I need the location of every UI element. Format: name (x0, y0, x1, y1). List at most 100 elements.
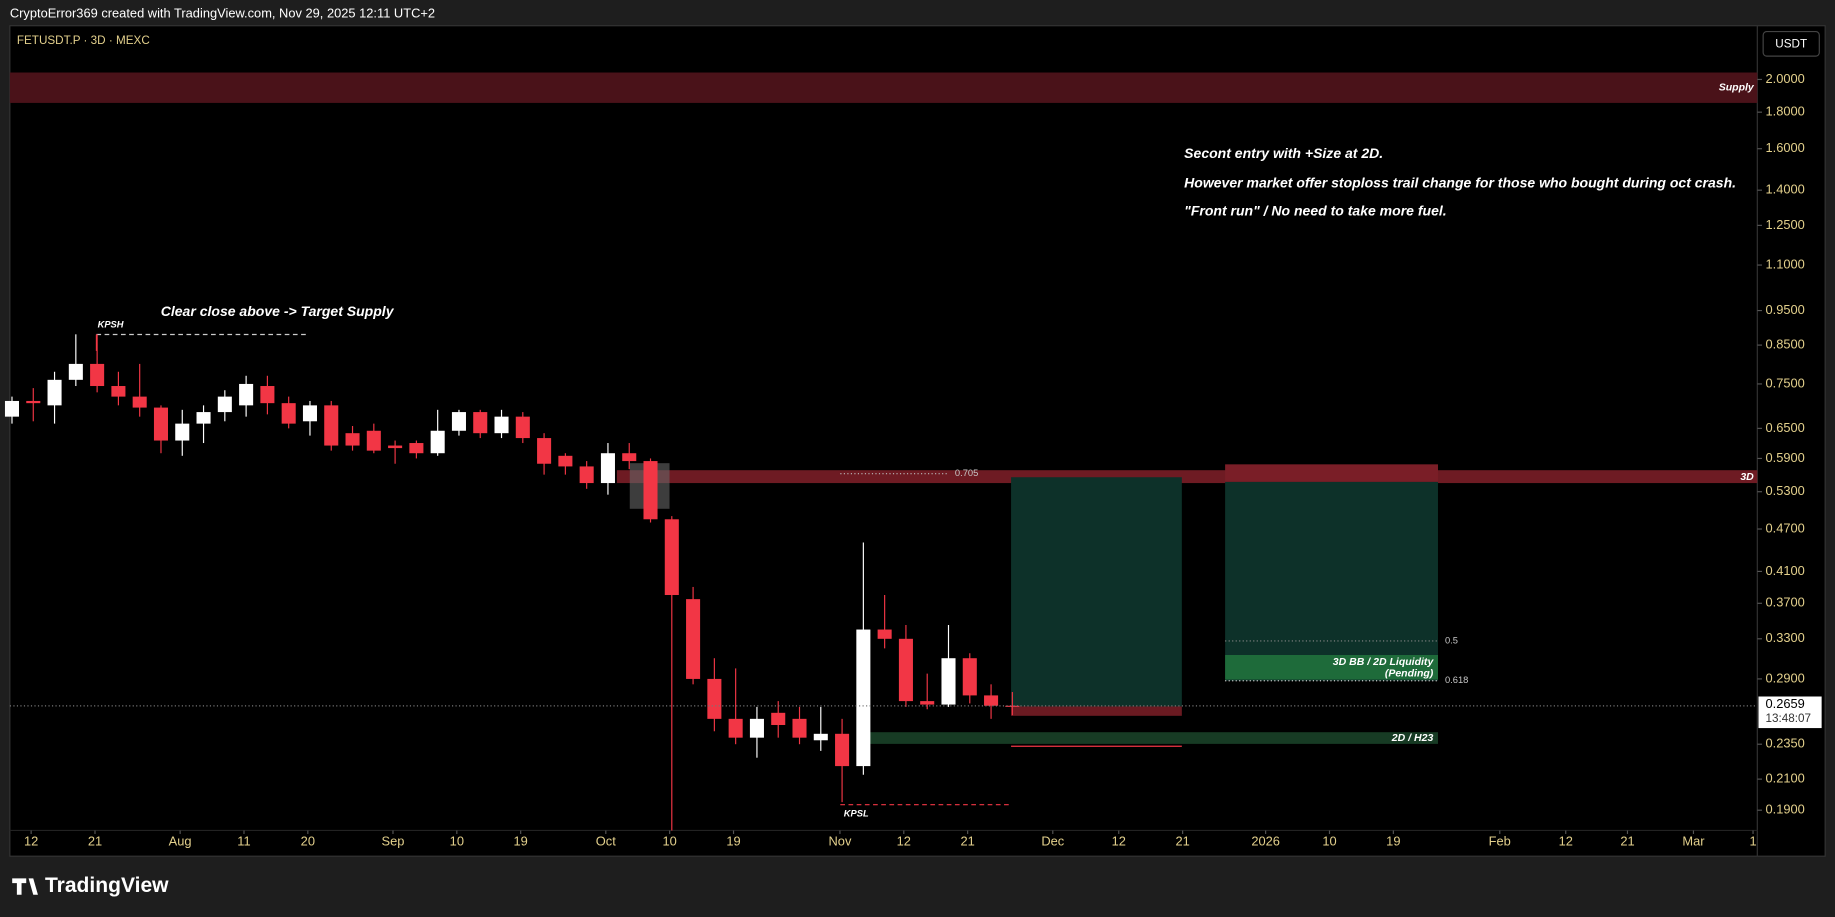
last-price-tag (1758, 696, 1822, 729)
x-tick-label: 10 (450, 834, 464, 849)
x-tick-label: 19 (514, 834, 528, 849)
candle-body (537, 438, 552, 464)
candle-body (1005, 705, 1020, 707)
candle-body (962, 658, 977, 696)
y-tick-label: 1.8000 (1765, 104, 1804, 119)
series-layer (4, 334, 1020, 831)
currency-button[interactable] (1762, 30, 1820, 57)
candle-body (622, 453, 637, 462)
x-tick-label: Feb (1489, 834, 1511, 849)
liquidity-label: 3D BB / 2D Liquidity (1333, 656, 1435, 668)
candle-body (877, 629, 892, 639)
supply-zone (9, 72, 1758, 103)
candle-body (664, 519, 679, 596)
x-tick-label: 12 (1112, 834, 1126, 849)
y-tick-label: 0.8500 (1765, 336, 1804, 351)
candle-body (686, 599, 701, 679)
y-tick-label: 0.1900 (1765, 802, 1804, 817)
candle-body (196, 412, 211, 424)
last-price-label: 0.2659 (1765, 696, 1804, 711)
candle-body (984, 695, 999, 706)
candle-body (835, 733, 850, 767)
fib-label: 0.618 (1445, 675, 1468, 685)
x-tick-label: 10 (1322, 834, 1336, 849)
candle-body (856, 629, 871, 767)
candle-body (366, 430, 381, 451)
x-tick-label: 20 (301, 834, 315, 849)
candle-body (132, 396, 147, 408)
brand-name: TradingView (45, 874, 169, 897)
kpsl-label: KPSL (844, 809, 869, 819)
candle-body (153, 407, 168, 441)
fib-label: 0.5 (1445, 635, 1458, 645)
candle-body (792, 718, 807, 738)
y-tick-label: 0.2100 (1765, 771, 1804, 786)
candle-body (515, 416, 530, 439)
x-tick-label: Nov (829, 834, 852, 849)
y-tick-label: 0.2900 (1765, 670, 1804, 685)
x-tick-label: Oct (596, 834, 616, 849)
stop-box (1225, 464, 1438, 482)
candle-body (4, 400, 20, 417)
y-tick-label: 0.5900 (1765, 450, 1804, 465)
candle-body (920, 701, 935, 705)
y-tick-label: 0.9500 (1765, 302, 1804, 317)
liquidity-zone (1225, 655, 1438, 680)
zone-2d (862, 732, 1438, 744)
currency-button-label[interactable]: USDT (1775, 38, 1807, 51)
x-tick-label: Dec (1041, 834, 1064, 849)
note-line: However market offer stoploss trail chan… (1184, 174, 1736, 190)
y-tick-label: 0.4100 (1765, 563, 1804, 578)
x-tick-label: 11 (237, 834, 250, 849)
y-tick-label: 1.1000 (1765, 256, 1804, 271)
kpsh-label: KPSH (98, 320, 124, 330)
x-tick-label: Aug (169, 834, 192, 849)
candle-body (579, 466, 594, 484)
target-box (1011, 477, 1182, 707)
y-tick-label: 1.2500 (1765, 217, 1804, 232)
x-tick-label: 19 (726, 834, 740, 849)
candle-body (26, 400, 41, 404)
candle-body (388, 445, 403, 449)
x-tick-label: Sep (382, 834, 405, 849)
y-tick-label: 0.3700 (1765, 595, 1804, 610)
x-tick-label: 12 (897, 834, 911, 849)
candle-body (813, 733, 828, 741)
candle-body (728, 718, 743, 738)
zone-2d-label: 2D / H23 (1391, 732, 1434, 744)
note-line: "Front run" / No need to take more fuel. (1184, 202, 1446, 218)
candle-body (771, 712, 786, 725)
candle-body (409, 443, 424, 454)
chart-pane (9, 25, 1826, 857)
brand-icon (12, 878, 38, 895)
candle-body (494, 416, 509, 434)
brand-logo: TradingView (12, 874, 169, 897)
candle-body (260, 386, 275, 404)
x-tick-label: 2026 (1251, 834, 1280, 849)
countdown-label: 13:48:07 (1765, 712, 1811, 725)
candle-body (643, 461, 658, 520)
candle-body (302, 405, 317, 422)
x-tick-label: 10 (663, 834, 677, 849)
supply-label: Supply (1719, 82, 1755, 94)
candle-body (324, 405, 339, 446)
y-tick-label: 0.4700 (1765, 520, 1804, 535)
x-tick-label: 21 (960, 834, 974, 849)
x-tick-label: Mar (1682, 834, 1705, 849)
candle-body (749, 718, 764, 738)
y-tick-label: 0.7500 (1765, 375, 1804, 390)
candle-body (451, 412, 466, 431)
y-tick-label: 2.0000 (1765, 71, 1804, 86)
candle-body (217, 396, 232, 413)
candle-body (898, 638, 913, 702)
y-tick-label: 0.5300 (1765, 483, 1804, 498)
candle-body (558, 455, 573, 467)
candle-body (90, 363, 105, 387)
stop-box (1011, 706, 1182, 716)
target-box (1225, 481, 1438, 681)
candle-body (239, 383, 254, 406)
candle-body (707, 678, 722, 719)
candle-body (430, 430, 445, 454)
